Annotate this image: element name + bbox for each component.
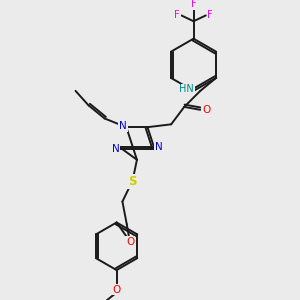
Text: O: O — [202, 105, 210, 115]
Text: O: O — [126, 237, 134, 247]
Text: F: F — [207, 11, 213, 20]
Text: F: F — [174, 11, 180, 20]
Text: N: N — [154, 142, 162, 152]
Text: S: S — [128, 175, 136, 188]
Text: F: F — [191, 0, 197, 9]
Text: N: N — [119, 121, 127, 131]
Text: HN: HN — [179, 85, 194, 94]
Text: O: O — [112, 284, 121, 295]
Text: N: N — [112, 144, 119, 154]
